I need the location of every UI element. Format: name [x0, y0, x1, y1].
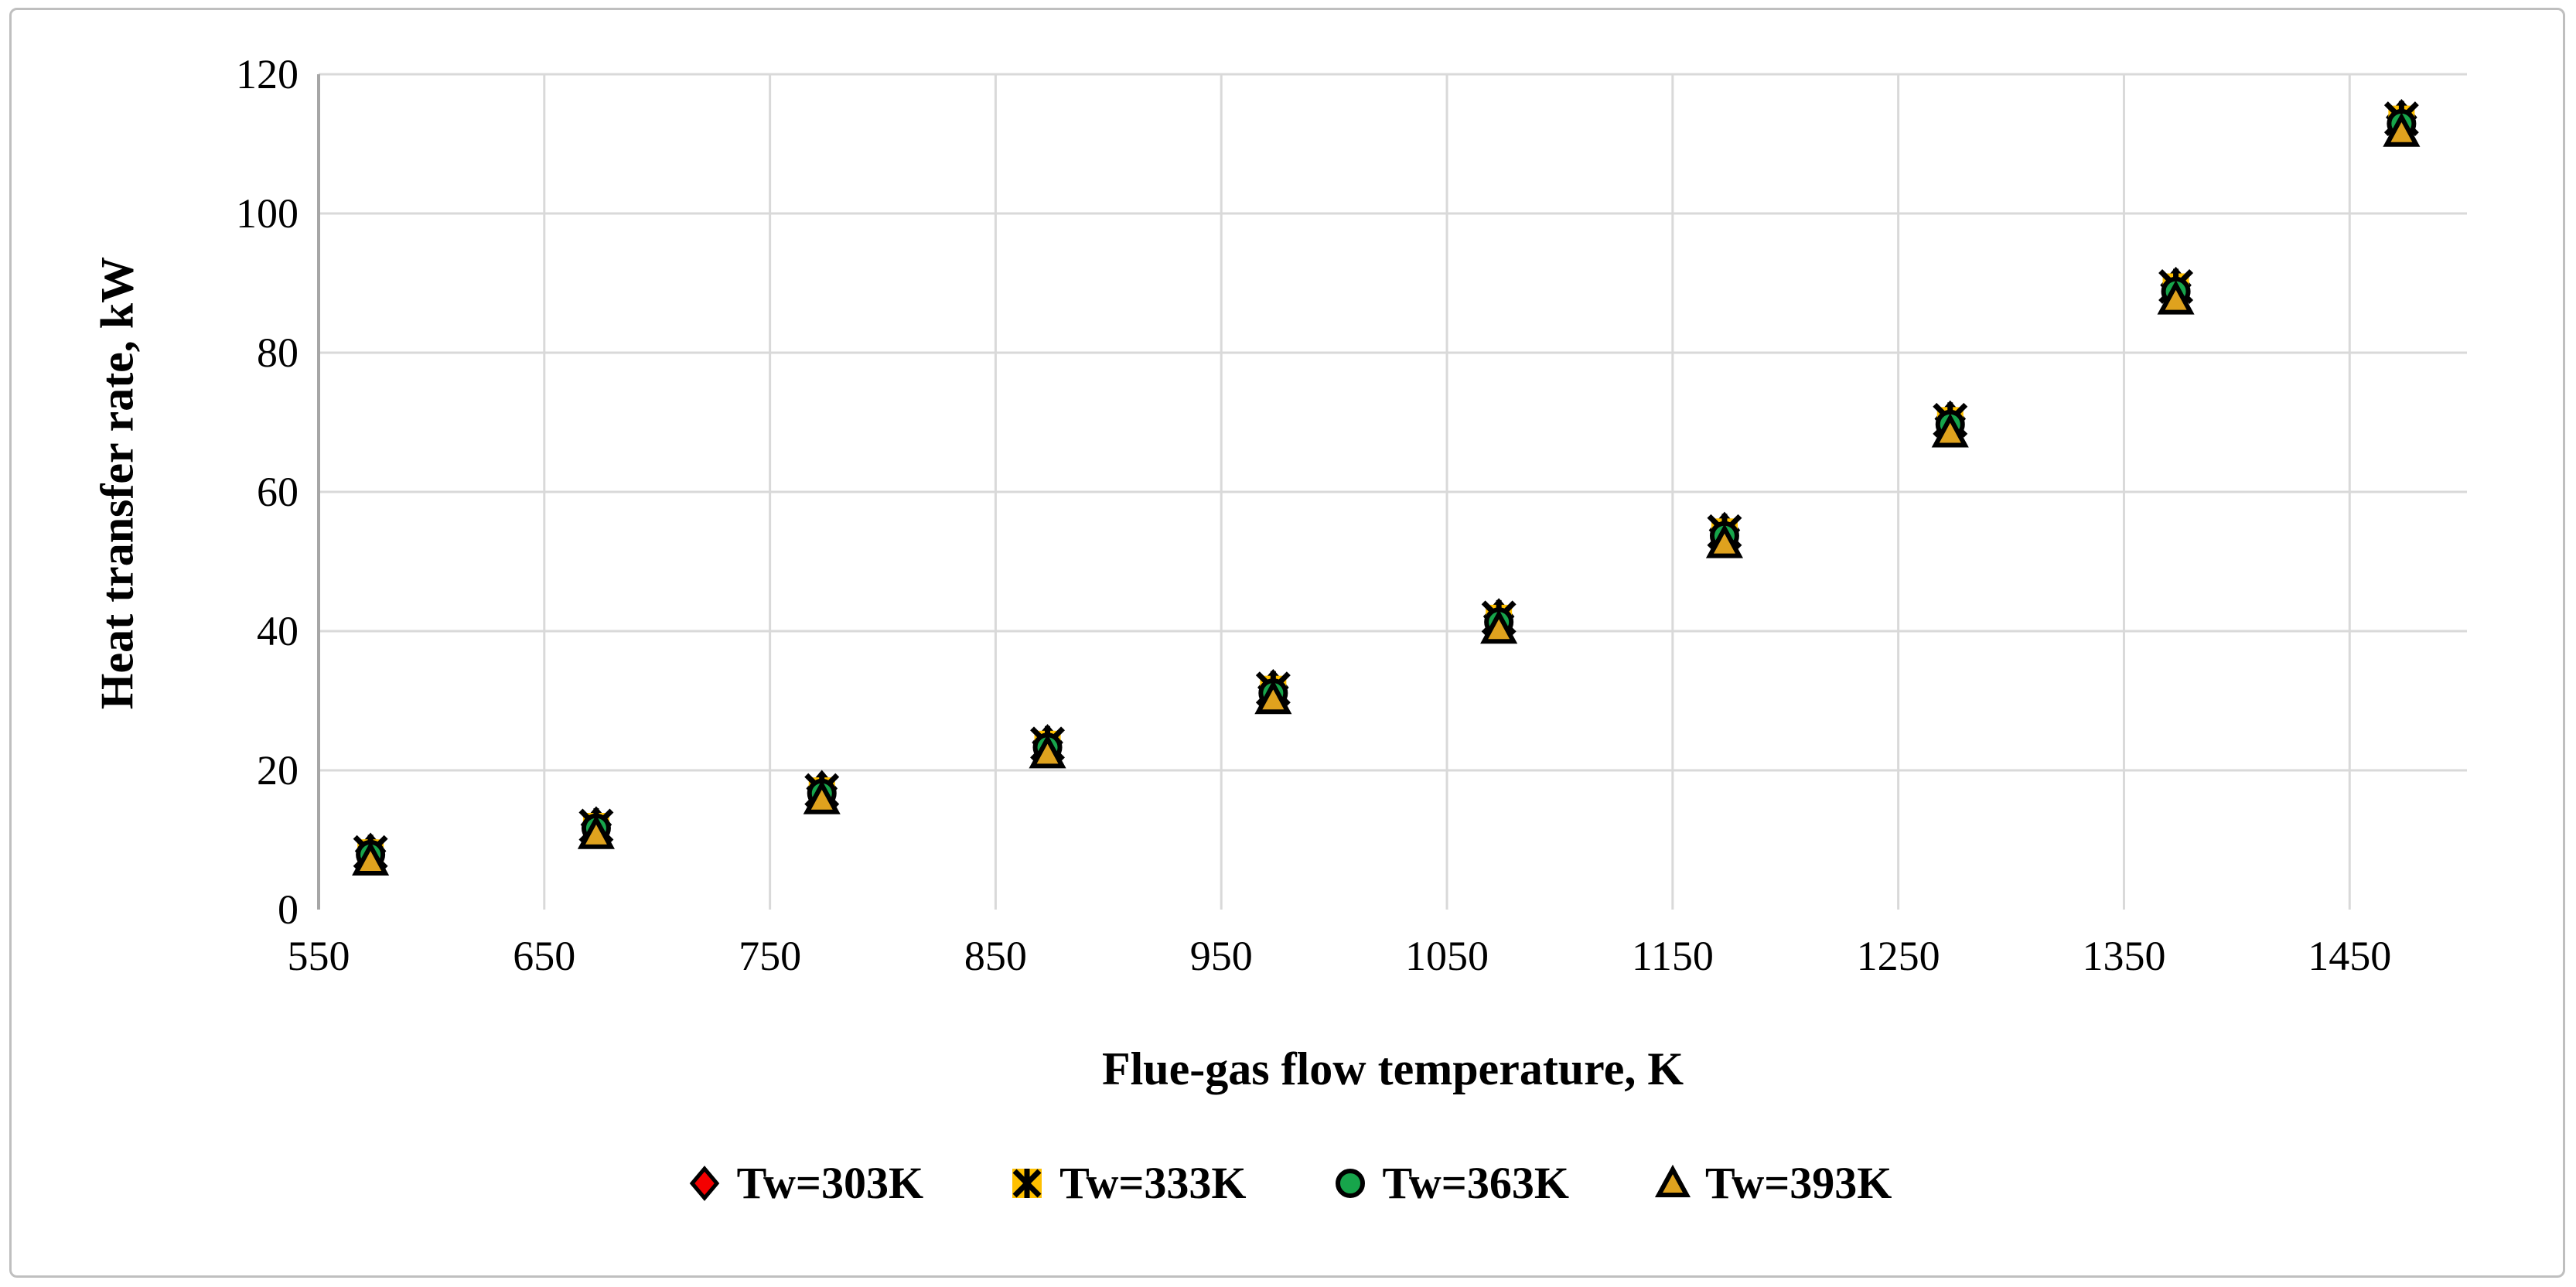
legend-item: Tw=363K [1330, 1157, 1569, 1209]
legend-label: Tw=363K [1382, 1158, 1569, 1208]
x-tick-label: 550 [288, 933, 350, 979]
data-point-marker [1480, 609, 1518, 644]
data-point-marker [1705, 524, 1743, 558]
data-point-marker [1029, 734, 1066, 769]
legend-item: Tw=393K [1653, 1157, 1892, 1209]
data-point-marker [1254, 679, 1292, 715]
legend-item: Tw=303K [684, 1157, 923, 1209]
data-point-marker [577, 814, 615, 849]
data-point-marker [1931, 413, 1969, 448]
data-point-marker [2383, 112, 2421, 147]
y-tick-label: 120 [236, 51, 299, 97]
x-tick-label: 1250 [1857, 933, 1940, 979]
y-tick-label: 0 [278, 886, 299, 933]
x-tick-label: 650 [513, 933, 575, 979]
legend-label: Tw=393K [1704, 1158, 1892, 1208]
x-tick-label: 1350 [2082, 933, 2165, 979]
asterisk-marker-icon [1012, 1168, 1042, 1198]
x-tick-label: 950 [1190, 933, 1253, 979]
y-axis-title-text: Heat transfer rate, kW [91, 256, 143, 710]
x-axis-title: Flue-gas flow temperature, K [1101, 1043, 1684, 1094]
y-tick-label: 100 [236, 190, 299, 237]
y-tick-label: 60 [257, 469, 299, 515]
data-point-marker [803, 780, 841, 814]
chart-legend: Tw=303K Tw=333K Tw=363K Tw=393K [0, 1157, 2576, 1209]
legend-item: Tw=333K [1007, 1157, 1247, 1209]
x-tick-label: 850 [964, 933, 1027, 979]
circle-marker-icon [1335, 1168, 1365, 1198]
triangle-marker-icon [1654, 1164, 1691, 1197]
legend-label: Tw=303K [736, 1158, 924, 1208]
y-tick-label: 80 [257, 329, 299, 376]
x-tick-label: 1050 [1405, 933, 1489, 979]
x-tick-label: 1450 [2308, 933, 2391, 979]
data-point-marker [2157, 280, 2195, 315]
y-tick-label: 20 [257, 747, 299, 794]
x-tick-label: 1150 [1632, 933, 1714, 979]
y-tick-label: 40 [257, 608, 299, 654]
legend-label: Tw=333K [1059, 1158, 1247, 1208]
x-tick-label: 750 [739, 933, 801, 979]
diamond-marker-icon [689, 1165, 719, 1201]
data-point-marker [352, 841, 390, 876]
